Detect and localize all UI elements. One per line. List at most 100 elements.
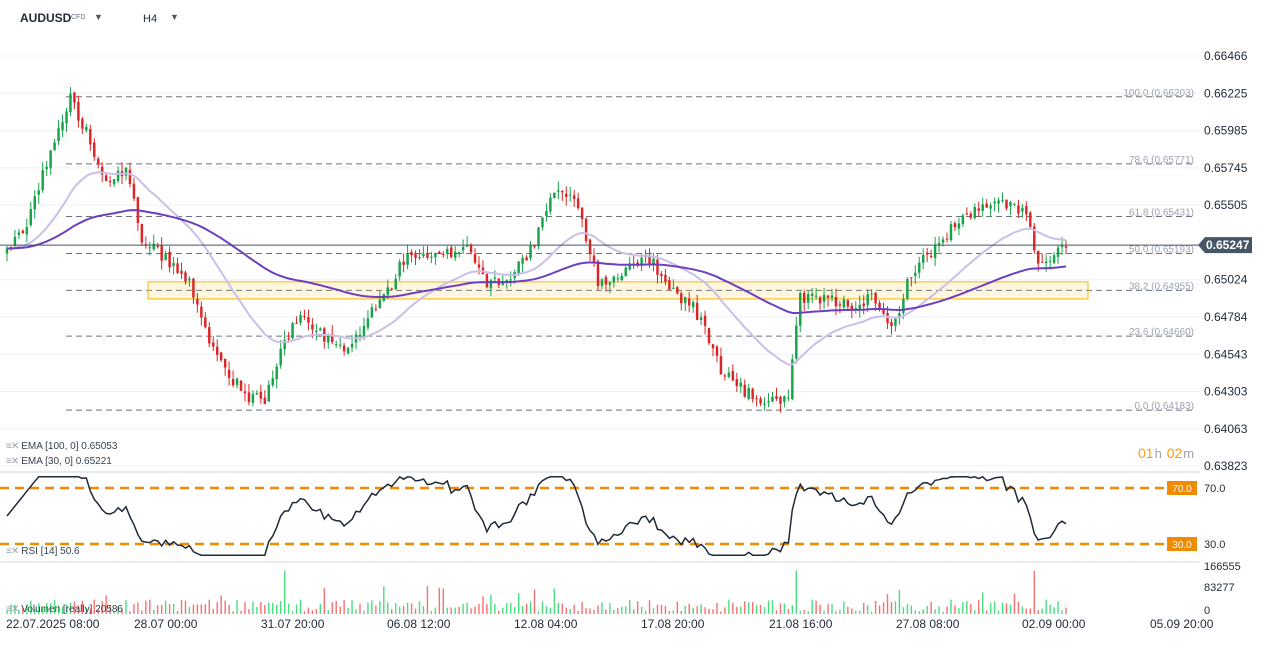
volume-bar (327, 610, 329, 614)
volume-bar (728, 599, 730, 614)
candle-body (1056, 247, 1060, 257)
volume-bar (537, 611, 540, 614)
rsi-axis-label: 70.0 (1204, 483, 1225, 495)
candle-body (1048, 260, 1052, 262)
candle-body (85, 126, 88, 131)
price-axis: 0.66466 0.66225 0.65985 0.65745 0.65505 0.652… (1204, 49, 1248, 473)
volume-bar (10, 604, 12, 614)
candle-body (529, 245, 532, 259)
volume-bar (434, 607, 437, 614)
symbol-name[interactable]: AUDUSD (20, 11, 72, 25)
candle-body (176, 263, 179, 273)
volume-bar (97, 609, 99, 614)
volume-bar (815, 600, 817, 614)
candle-body (208, 327, 211, 344)
volume-bar (605, 609, 607, 614)
volume-bar (771, 600, 774, 614)
candle-body (9, 246, 13, 248)
volume-bar (1057, 601, 1059, 614)
volume-bar (430, 610, 433, 614)
candle-body (247, 392, 251, 403)
volume-bar (276, 604, 278, 614)
timeframe-selector[interactable]: H4 (143, 13, 158, 25)
candle-body (410, 251, 413, 256)
settings-close-icon[interactable]: ≡✕ (6, 604, 19, 615)
volume-bar (506, 603, 508, 614)
volume-bar (803, 610, 805, 614)
volume-bar (192, 604, 195, 614)
volume-bar (442, 588, 444, 614)
volume-bar (89, 608, 91, 614)
candle-body (21, 230, 25, 234)
volume-legend[interactable]: ≡✕ Volumen [really] 20586 (6, 604, 123, 615)
volume-bar (260, 602, 262, 614)
volume-bar (510, 602, 512, 614)
settings-close-icon[interactable]: ≡✕ (6, 456, 19, 467)
volume-bar (668, 610, 671, 614)
candle-body (219, 352, 223, 361)
candle-body (180, 270, 183, 274)
candle-body (933, 244, 937, 259)
volume-bar (970, 603, 972, 614)
rsi-line (6, 475, 1067, 556)
settings-close-icon[interactable]: ≡✕ (6, 546, 19, 557)
volume-bar (61, 606, 64, 614)
candle-body (874, 292, 877, 304)
volume-bar (617, 608, 619, 614)
volume-bar (6, 610, 8, 614)
candle-body (699, 317, 703, 321)
ema100-legend[interactable]: ≡✕ EMA [100, 0] 0.65053 (6, 441, 118, 452)
volume-bar (851, 608, 853, 614)
ema30-legend[interactable]: ≡✕ EMA [30, 0] 0.65221 (6, 456, 112, 467)
candle-body (588, 239, 592, 254)
candle-body (937, 242, 941, 246)
candle-body (41, 170, 44, 191)
volume-bar (164, 600, 167, 614)
volume-bar (708, 608, 710, 614)
rsi-level-tag-label: 70.0 (1172, 484, 1192, 495)
volume-bar (954, 605, 956, 614)
volume-bar (724, 607, 726, 614)
volume-bar (478, 603, 480, 614)
candle-body (660, 274, 663, 277)
candle-body (394, 278, 397, 290)
volume-bar (811, 599, 813, 614)
candle-body (787, 397, 790, 399)
volume-bar (585, 608, 587, 614)
volume-bar (1025, 608, 1028, 614)
volume-bar (688, 603, 690, 614)
volume-bar (716, 602, 718, 614)
settings-close-icon[interactable]: ≡✕ (6, 441, 19, 452)
candle-body (1060, 244, 1064, 247)
candle-body (731, 370, 735, 381)
candle-body (108, 181, 112, 183)
volume-bar (1029, 608, 1032, 614)
candle-body (576, 198, 580, 209)
volume-bar (648, 600, 651, 614)
caret-down-icon[interactable]: ▼ (94, 12, 103, 22)
candle-body (755, 398, 758, 400)
candle-body (854, 308, 858, 310)
candle-body (438, 251, 441, 254)
time-axis-label: 31.07 20:00 (261, 617, 325, 631)
volume-bar (355, 609, 357, 614)
candle-body (707, 328, 711, 344)
candle-body (307, 317, 310, 323)
candle-body (993, 201, 996, 204)
volume-bar (819, 604, 821, 614)
candle-body (862, 303, 865, 307)
candle-body (346, 347, 350, 354)
candle-body (291, 323, 294, 339)
candle-body (906, 279, 909, 299)
volume-bar (446, 607, 448, 614)
volume-bar (656, 604, 659, 614)
volume-bar (49, 603, 52, 614)
volume-bar (660, 604, 663, 614)
volume-bar (184, 600, 187, 614)
caret-down-icon[interactable]: ▼ (170, 12, 179, 22)
rsi-legend[interactable]: ≡✕ RSI [14] 50.6 (6, 546, 80, 557)
candle-body (557, 190, 560, 192)
candle-body (1029, 212, 1032, 227)
fib-level-label: 0.0 (0.64183) (1135, 401, 1195, 412)
